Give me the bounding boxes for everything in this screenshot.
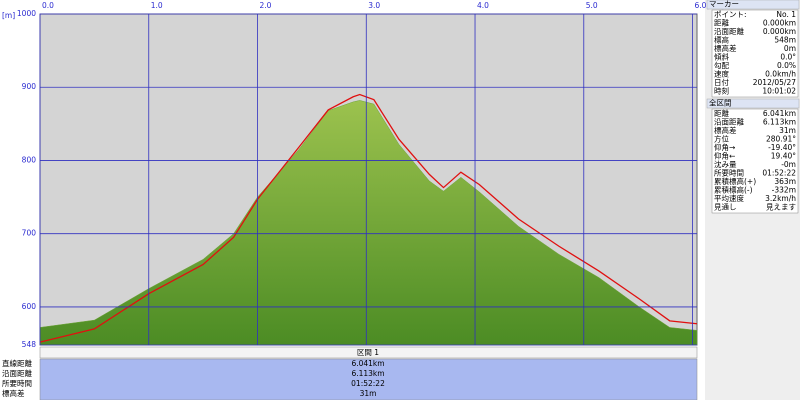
- panel-body: [711, 9, 799, 98]
- panel-title: 全区間: [709, 98, 732, 108]
- panel-label: 仰角←: [714, 151, 735, 161]
- footer-label: 所要時間: [2, 378, 32, 388]
- panel-value: 548m: [774, 36, 796, 45]
- panel-value: 0.000km: [763, 27, 796, 36]
- x-tick-label: 5.0: [586, 1, 598, 10]
- footer-value: 6.113km: [351, 369, 384, 378]
- panel-label: ポイント:: [714, 10, 747, 19]
- panel-value: 0m: [784, 44, 796, 53]
- panel-label: 平均速度: [714, 193, 744, 203]
- panel-value: 10:01:02: [762, 87, 796, 96]
- footer-value: 01:52:22: [351, 379, 385, 388]
- panel-label: 傾斜: [714, 52, 729, 62]
- panel-value: -19.40°: [768, 143, 796, 152]
- panel-header: [706, 98, 800, 109]
- panel-label: 方位: [714, 134, 729, 144]
- x-tick-label: 1.0: [151, 1, 163, 10]
- panel-title: マーカー: [709, 0, 739, 9]
- y-tick-label: 800: [22, 155, 37, 164]
- footer-value: 31m: [360, 389, 377, 398]
- footer-label: 沿面距離: [2, 368, 32, 378]
- footer-header: [39, 346, 698, 359]
- y-unit: [m]: [2, 11, 15, 20]
- panel-label: 標高差: [714, 43, 737, 53]
- panel-value: 0.000km: [763, 19, 796, 28]
- panel-label: 日付: [714, 77, 729, 87]
- panel-label: 勾配: [714, 60, 729, 70]
- footer-title: 区間 1: [357, 348, 379, 357]
- panel-value: No. 1: [776, 10, 796, 19]
- x-tick-label: 0.0: [42, 1, 54, 10]
- panel-value: -332m: [772, 186, 796, 195]
- panel-label: 距離: [714, 18, 729, 28]
- panel-value: 01:52:22: [762, 169, 796, 178]
- panel-label: 累積標高(-): [714, 185, 753, 195]
- panel-label: 距離: [714, 108, 729, 118]
- panel-value: 6.113km: [763, 118, 796, 127]
- footer-label: 直線距離: [2, 358, 32, 368]
- panel-value: 363m: [774, 177, 796, 186]
- panel-value: 0.0°: [780, 53, 796, 62]
- footer-body: [39, 358, 698, 400]
- x-tick-label: 2.0: [260, 1, 272, 10]
- y-tick-label: 700: [22, 229, 37, 238]
- panel-value: 6.041km: [763, 109, 796, 118]
- panel-label: 沿面距離: [714, 26, 744, 36]
- panel-value: 31m: [779, 126, 796, 135]
- panel-label: 累積標高(+): [714, 176, 756, 186]
- panel-label: 標高差: [714, 125, 737, 135]
- panel-label: 速度: [714, 69, 729, 79]
- panel-label: 時刻: [714, 86, 729, 96]
- footer-label: 標高差: [2, 388, 25, 398]
- panel-label: 沈み量: [714, 159, 737, 169]
- route-line: [39, 93, 698, 343]
- panel-value: 0.0%: [777, 61, 796, 70]
- y-tick-label: 600: [22, 302, 37, 311]
- y-tick-label: 900: [22, 82, 37, 91]
- panel-label: 仰角→: [714, 142, 735, 152]
- y-tick-label: 1000: [17, 9, 36, 18]
- panel-value: 0.0km/h: [765, 70, 796, 79]
- footer-value: 6.041km: [351, 359, 384, 368]
- panel-value: 3.2km/h: [765, 194, 796, 203]
- panel-label: 標高: [714, 35, 729, 45]
- x-tick-label: 3.0: [368, 1, 380, 10]
- y-tick-label: 548: [22, 340, 37, 349]
- panel-value: 19.40°: [771, 152, 796, 161]
- panel-label: 所要時間: [714, 168, 744, 178]
- panel-value: 見えます: [766, 203, 796, 212]
- panel-label: 沿面距離: [714, 117, 744, 127]
- panel-header: [706, 0, 800, 10]
- x-tick-label: 4.0: [477, 1, 489, 10]
- panel-value: 2012/05/27: [753, 78, 796, 87]
- panel-value: -0m: [781, 160, 796, 169]
- panel-value: 280.91°: [766, 135, 796, 144]
- panel-label: 見通し: [714, 202, 737, 212]
- panel-body: [711, 108, 799, 214]
